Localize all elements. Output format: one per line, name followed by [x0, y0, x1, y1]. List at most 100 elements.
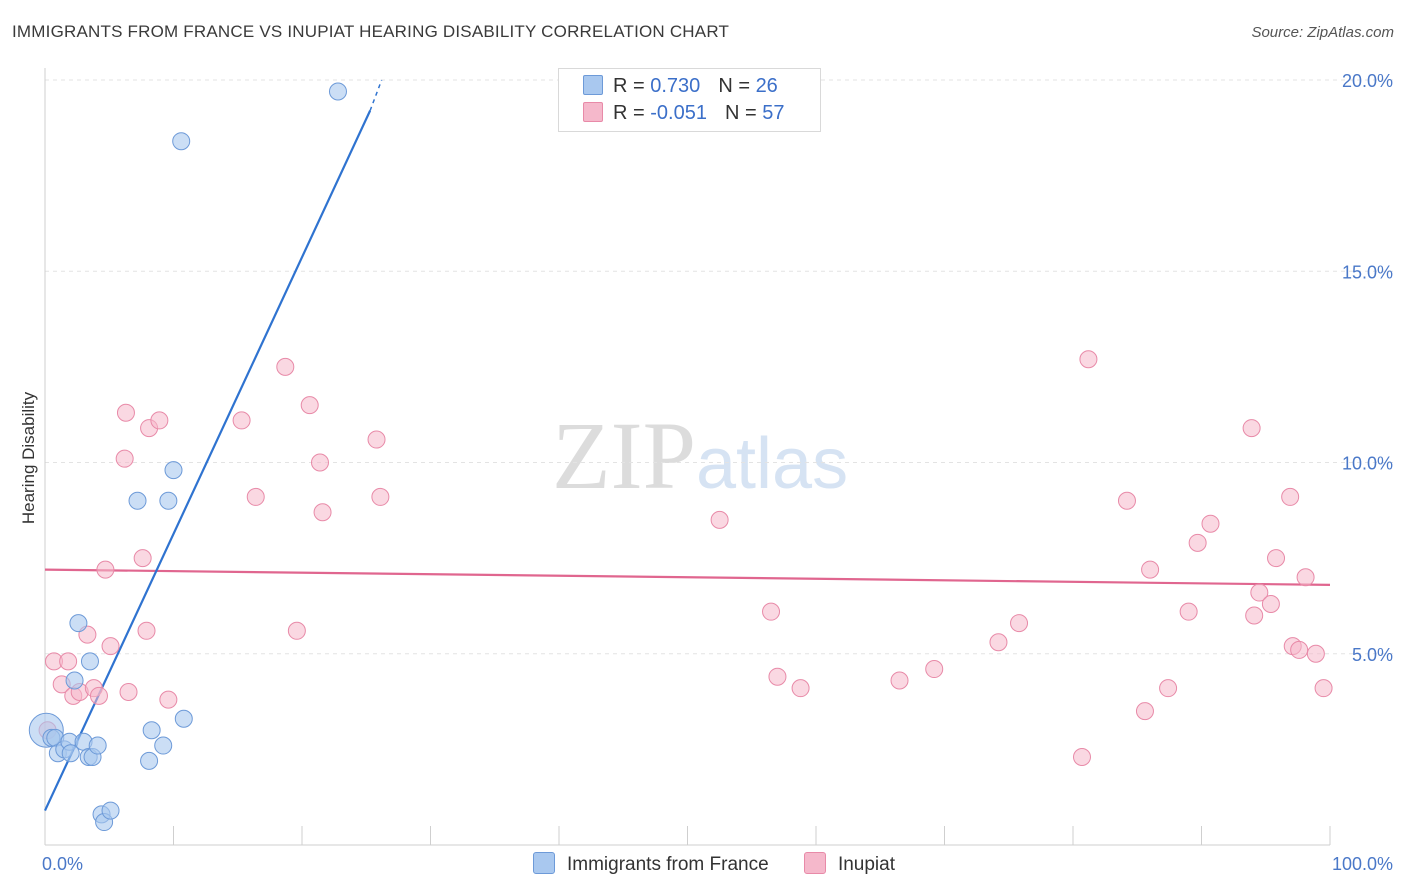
watermark-atlas: atlas	[696, 424, 849, 504]
legend-label-inupiat: Inupiat	[837, 854, 895, 875]
france-point	[69, 614, 88, 633]
y-tick-label: 10.0%	[1342, 454, 1393, 474]
source-label: Source: ZipAtlas.com	[1251, 24, 1394, 41]
legend-item-france[interactable]: Immigrants from France	[533, 852, 769, 876]
inupiat-point	[1141, 560, 1160, 579]
inupiat-point	[762, 602, 781, 621]
n-label: N =	[718, 75, 750, 97]
inupiat-point	[150, 411, 169, 430]
x-tick-label-min: 0.0%	[42, 854, 83, 874]
y-tick-label: 5.0%	[1352, 645, 1393, 665]
inupiat-point	[101, 637, 120, 656]
stats-legend: R = 0.730 N = 26 R = -0.051 N = 57	[558, 68, 821, 132]
axes	[44, 68, 1331, 846]
france-point	[159, 491, 178, 510]
y-tick-label: 20.0%	[1342, 71, 1393, 91]
series-legend: Immigrants from France Inupiat	[533, 852, 925, 876]
inupiat-point	[115, 449, 134, 468]
inupiat-point	[710, 510, 729, 529]
inupiat-point	[137, 621, 156, 640]
inupiat-point	[925, 660, 944, 679]
france-point	[80, 652, 99, 671]
stats-row-inupiat: R = -0.051 N = 57	[583, 102, 784, 126]
y-tick-label: 15.0%	[1342, 262, 1393, 282]
inupiat-point	[246, 487, 265, 506]
france-point	[101, 801, 120, 820]
r-value-france: 0.730	[650, 75, 701, 97]
inupiat-point	[1188, 533, 1207, 552]
n-label: N =	[724, 102, 757, 124]
inupiat-point	[371, 487, 390, 506]
inupiat-point	[1267, 549, 1286, 568]
france-point	[328, 82, 347, 101]
inupiat-point	[310, 453, 329, 472]
inupiat-point	[1135, 702, 1154, 721]
inupiat-point	[890, 671, 909, 690]
inupiat-point	[119, 683, 138, 701]
inupiat-point	[1261, 595, 1280, 614]
inupiat-point	[276, 357, 295, 376]
inupiat-point	[791, 679, 810, 698]
france-point	[164, 461, 183, 480]
legend-label-france: Immigrants from France	[567, 854, 769, 875]
inupiat-point	[1290, 640, 1309, 659]
inupiat-point	[1245, 606, 1264, 625]
france-point	[88, 736, 107, 755]
inupiat-point	[989, 633, 1008, 652]
france-point	[65, 671, 84, 690]
inupiat-point	[1117, 491, 1136, 510]
france-point	[142, 721, 161, 740]
inupiat-point	[96, 560, 115, 579]
watermark-zip: ZIP	[552, 402, 696, 509]
inupiat-point	[1242, 419, 1261, 438]
inupiat-point	[1072, 748, 1091, 767]
inupiat-point	[1281, 487, 1300, 506]
inupiat-point	[1314, 679, 1333, 698]
inupiat-point	[313, 503, 332, 522]
inupiat-point	[232, 411, 251, 430]
inupiat-point	[89, 686, 108, 705]
x-tick-label-max: 100.0%	[1332, 854, 1393, 874]
r-value-inupiat: -0.051	[650, 102, 707, 124]
inupiat-point	[59, 652, 78, 671]
france-point	[172, 132, 191, 151]
inupiat-point	[367, 430, 386, 449]
n-value-france: 26	[755, 75, 778, 97]
inupiat-point	[1159, 679, 1178, 698]
france-point	[61, 744, 80, 763]
inupiat-points	[38, 82, 1333, 767]
inupiat-point	[1010, 614, 1029, 633]
inupiat-point	[287, 621, 306, 640]
france-point	[140, 751, 159, 770]
france-point	[154, 736, 173, 755]
inupiat-point	[1306, 644, 1325, 663]
france-point	[174, 709, 193, 728]
y-axis-title: Hearing Disability	[19, 391, 38, 524]
r-label: R =	[613, 102, 645, 124]
trend-lines	[44, 79, 1331, 812]
inupiat-point	[159, 690, 178, 709]
france-point	[128, 491, 147, 510]
inupiat-point	[300, 396, 319, 415]
inupiat-point	[768, 667, 787, 686]
inupiat-point	[1079, 350, 1098, 369]
france-points	[28, 82, 347, 832]
r-label: R =	[613, 75, 645, 97]
watermark: ZIPatlas	[552, 400, 848, 511]
france-legend-swatch	[533, 852, 555, 874]
france-trend-extension	[369, 79, 383, 111]
inupiat-trend-line	[44, 568, 1331, 586]
inupiat-point	[1179, 602, 1198, 621]
tick-labels: 5.0% 10.0% 15.0% 20.0% 0.0% 100.0%	[42, 71, 1393, 874]
inupiat-point	[116, 403, 135, 422]
n-value-inupiat: 57	[762, 102, 785, 124]
stats-row-france: R = 0.730 N = 26	[583, 75, 778, 99]
inupiat-point	[133, 549, 152, 568]
inupiat-point	[1296, 568, 1315, 587]
chart-title: IMMIGRANTS FROM FRANCE VS INUPIAT HEARIN…	[12, 22, 730, 41]
legend-item-inupiat[interactable]: Inupiat	[803, 852, 895, 876]
inupiat-point	[1201, 514, 1220, 533]
inupiat-legend-swatch	[803, 852, 826, 874]
grid-lines	[45, 79, 1395, 655]
